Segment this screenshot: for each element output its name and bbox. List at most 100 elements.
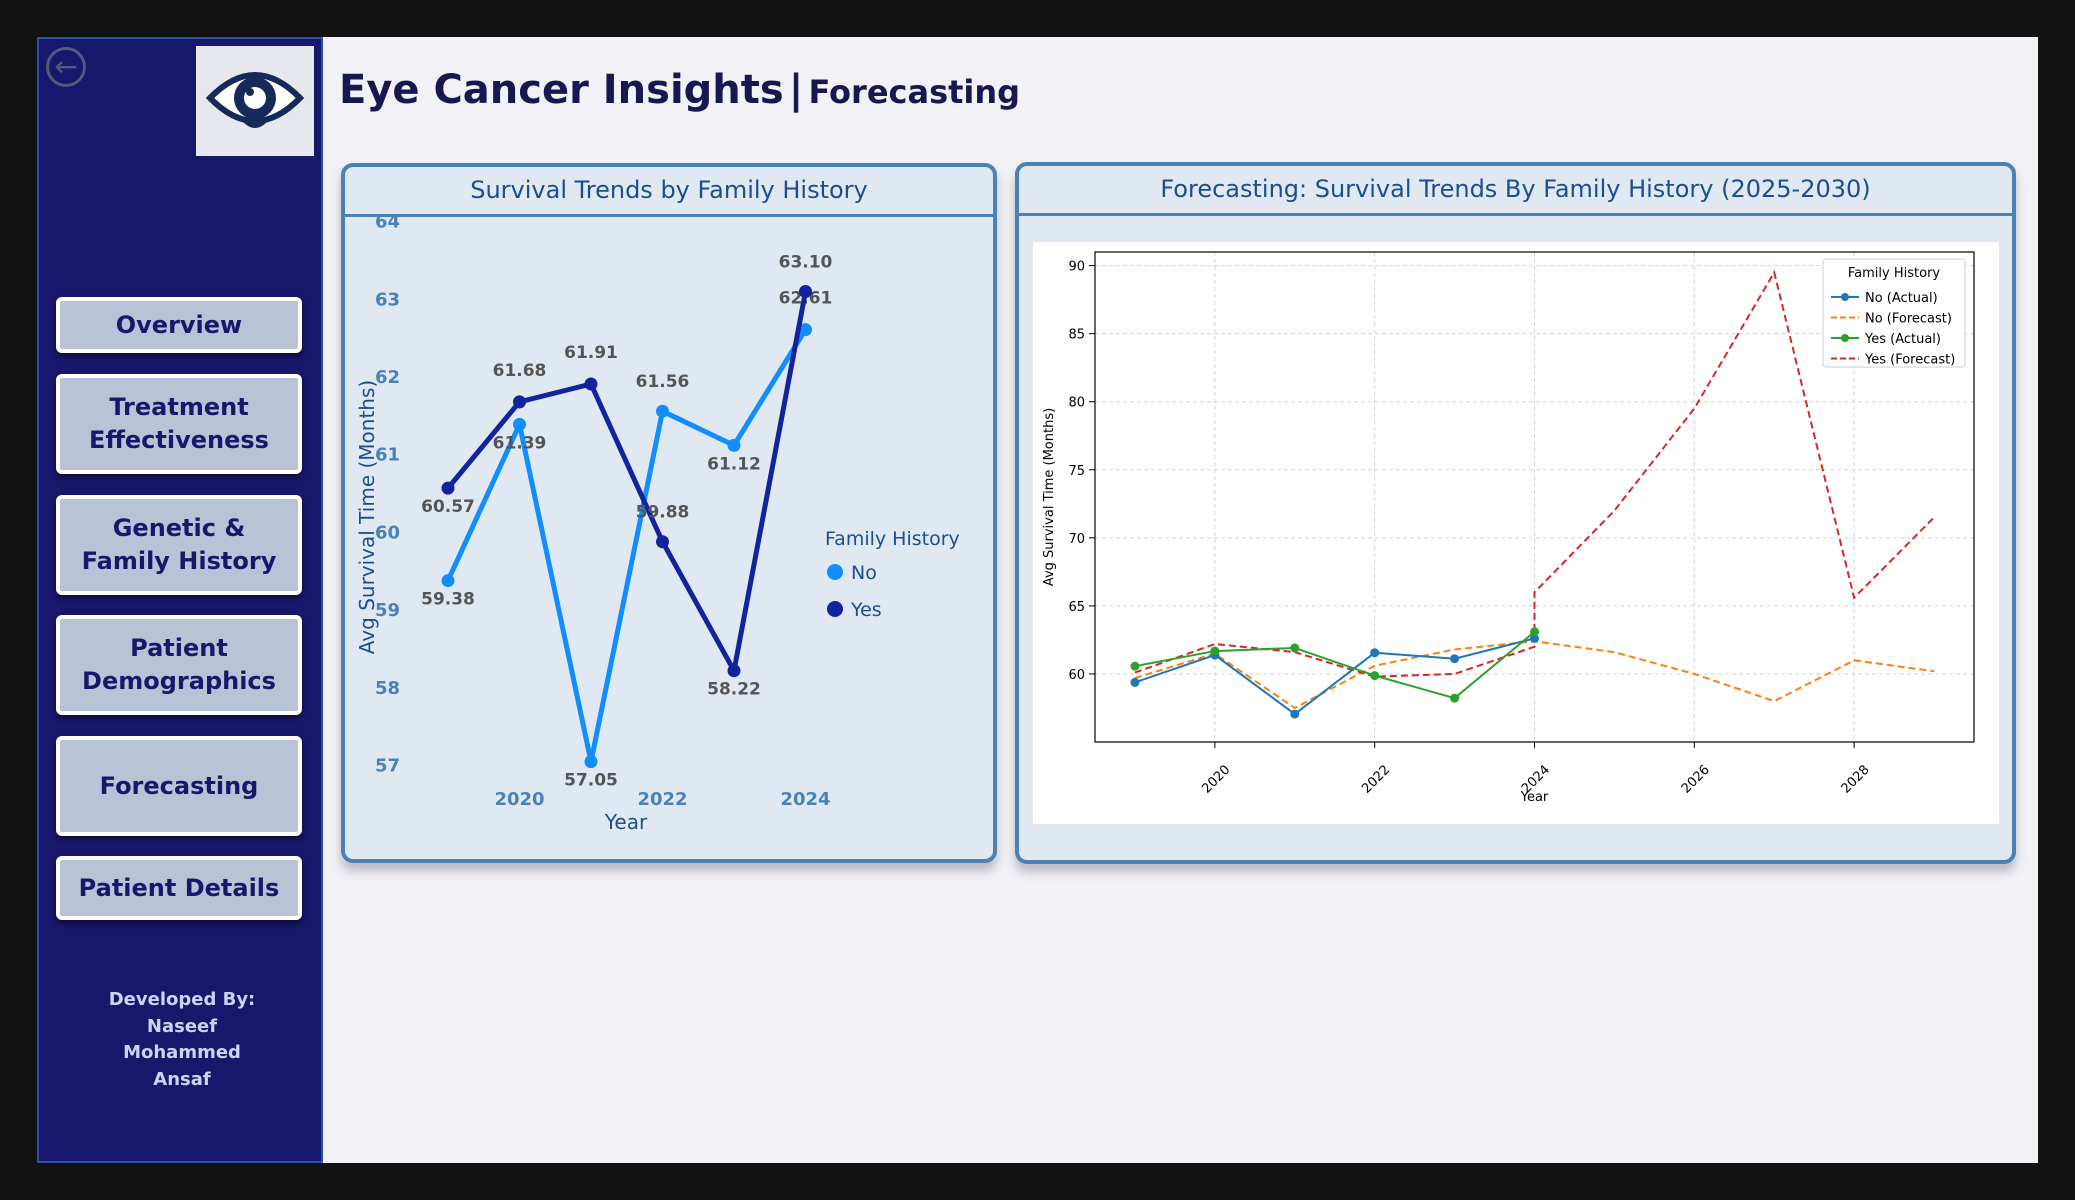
data-label-yes: 58.22: [707, 680, 761, 700]
sidebar: ← Overview Treatment Effectiveness Genet…: [37, 37, 323, 1163]
developed-by-label: Developed By:: [108, 989, 256, 1010]
forecast-legend-label: No (Actual): [1865, 291, 1938, 306]
chart1-y-tick-label: 61: [375, 445, 400, 466]
survival-trends-chart: 57 58 59 60 61 62 63 64 2020 2022 2024 Year Avg Surv…: [355, 212, 960, 834]
nav-patient-demographics-button[interactable]: Patient Demographics: [56, 615, 302, 715]
forecast-data-point: [1290, 709, 1300, 719]
forecast-data-point: [1130, 677, 1140, 687]
chart1-title: Survival Trends by Family History: [345, 167, 993, 217]
data-point-yes: [656, 535, 669, 549]
chart2-y-tick-label: 65: [1068, 600, 1085, 615]
data-point-yes: [584, 377, 598, 391]
nav-forecasting-button[interactable]: Forecasting: [56, 736, 302, 836]
data-point-no: [513, 417, 526, 431]
forecast-legend-label: Yes (Actual): [1864, 332, 1941, 347]
series-line-yes: [446, 291, 808, 674]
data-label-no: 57.05: [564, 771, 618, 791]
chart1-y-tick-label: 62: [375, 367, 400, 388]
back-arrow-icon[interactable]: ←: [46, 47, 86, 87]
chart1-y-tick-label: 58: [375, 678, 400, 699]
data-point-yes: [441, 481, 455, 495]
data-point-yes: [727, 664, 741, 678]
forecast-legend-label: Yes (Forecast): [1864, 353, 1955, 368]
developer-credit: Developed By: Naseef Mohammed Ansaf: [39, 987, 325, 1093]
forecast-legend-box: [1822, 258, 1966, 368]
chart2-y-tick-label: 85: [1068, 328, 1085, 343]
nav-treatment-effectiveness-button[interactable]: Treatment Effectiveness: [56, 374, 302, 474]
forecast-card: Forecasting: Survival Trends By Family H…: [1015, 162, 2016, 864]
legend-marker-no: [827, 564, 843, 580]
forecast-plot-frame: [1094, 251, 1975, 743]
data-point-no: [441, 574, 455, 588]
forecast-legend-marker: [1841, 334, 1849, 342]
data-point-yes: [799, 285, 812, 299]
series-line-no: [445, 328, 808, 765]
data-point-no: [799, 323, 812, 337]
chart1-y-tick-label: 59: [375, 600, 400, 621]
app-title: Eye Cancer Insights: [339, 67, 784, 113]
forecast-chart: 2020 2022 2024 2026 202860657075808590YearAv…: [1033, 242, 1999, 824]
chart2-y-tick-label: 90: [1068, 260, 1085, 275]
nav-patient-details-button[interactable]: Patient Details: [56, 856, 302, 920]
app-window: ← Overview Treatment Effectiveness Genet…: [37, 37, 2038, 1163]
data-label-no: 61.39: [493, 433, 547, 453]
chart2-y-tick-label: 70: [1068, 532, 1085, 547]
chart1-y-axis-label: Avg Survival Time (Months): [355, 380, 379, 654]
data-point-no: [584, 755, 598, 769]
nav-genetic-family-history-button[interactable]: Genetic & Family History: [56, 495, 302, 595]
chart1-legend-title: Family History: [825, 528, 960, 550]
chart2-x-axis-label: Year: [1520, 790, 1549, 805]
chart1-x-tick-label: 2024: [780, 789, 830, 810]
chart1-y-tick-label: 57: [375, 756, 400, 777]
forecast-data-point: [1530, 627, 1539, 637]
title-separator: |: [788, 67, 804, 113]
chart1-y-tick-label: 64: [375, 217, 400, 233]
developer-name-middle: Mohammed: [123, 1042, 241, 1063]
forecast-data-point: [1210, 646, 1220, 656]
eye-logo-icon: [196, 46, 314, 156]
forecast-data-point: [1370, 671, 1380, 681]
chart1-y-tick-label: 63: [375, 289, 400, 310]
nav-overview-button[interactable]: Overview: [56, 297, 302, 353]
forecast-legend-label: No (Forecast): [1865, 312, 1952, 327]
forecast-legend-title: Family History: [1848, 266, 1941, 281]
chart2-title: Forecasting: Survival Trends By Family H…: [1019, 166, 2012, 216]
legend-label-no: No: [851, 562, 877, 584]
data-label-yes: 63.10: [779, 253, 833, 273]
page-name: Forecasting: [808, 73, 1021, 111]
forecast-data-point: [1290, 643, 1300, 653]
data-point-no: [656, 404, 669, 418]
forecast-data-point: [1450, 693, 1460, 703]
data-label-yes: 59.88: [636, 503, 690, 523]
data-label-no: 61.12: [707, 454, 761, 474]
forecast-legend-marker: [1841, 293, 1849, 301]
data-label-yes: 60.57: [421, 497, 475, 517]
data-point-no: [727, 438, 741, 452]
chart1-x-tick-label: 2022: [637, 789, 687, 810]
forecast-data-point: [1130, 661, 1140, 671]
legend-marker-yes: [827, 601, 843, 617]
chart2-y-axis-label: Avg Survival Time (Months): [1042, 408, 1057, 586]
chart2-y-tick-label: 60: [1068, 668, 1085, 683]
data-label-yes: 61.91: [564, 343, 618, 363]
data-label-no: 59.38: [421, 590, 475, 610]
data-label-yes: 61.68: [493, 361, 547, 381]
page-title: Eye Cancer Insights | Forecasting: [339, 67, 1020, 113]
forecast-data-point: [1450, 654, 1460, 664]
survival-trends-card: Survival Trends by Family History 57 58 59…: [341, 163, 997, 863]
forecast-data-point: [1530, 633, 1539, 643]
forecast-series-line: [1134, 637, 1535, 716]
developer-name-first: Naseef: [146, 1015, 218, 1037]
chart2-y-tick-label: 80: [1068, 396, 1085, 411]
chart1-x-tick-label: 2020: [494, 789, 544, 810]
forecast-series-line: [1134, 269, 1935, 678]
developer-name-last: Ansaf: [153, 1068, 211, 1090]
chart1-x-axis-label: Year: [604, 810, 648, 834]
forecast-data-point: [1370, 648, 1380, 658]
forecast-series-line: [1134, 630, 1536, 700]
data-label-no: 61.56: [636, 372, 690, 392]
chart2-y-tick-label: 75: [1068, 464, 1085, 479]
data-point-yes: [513, 395, 526, 409]
chart1-y-tick-label: 60: [375, 522, 400, 543]
legend-label-yes: Yes: [850, 599, 882, 621]
